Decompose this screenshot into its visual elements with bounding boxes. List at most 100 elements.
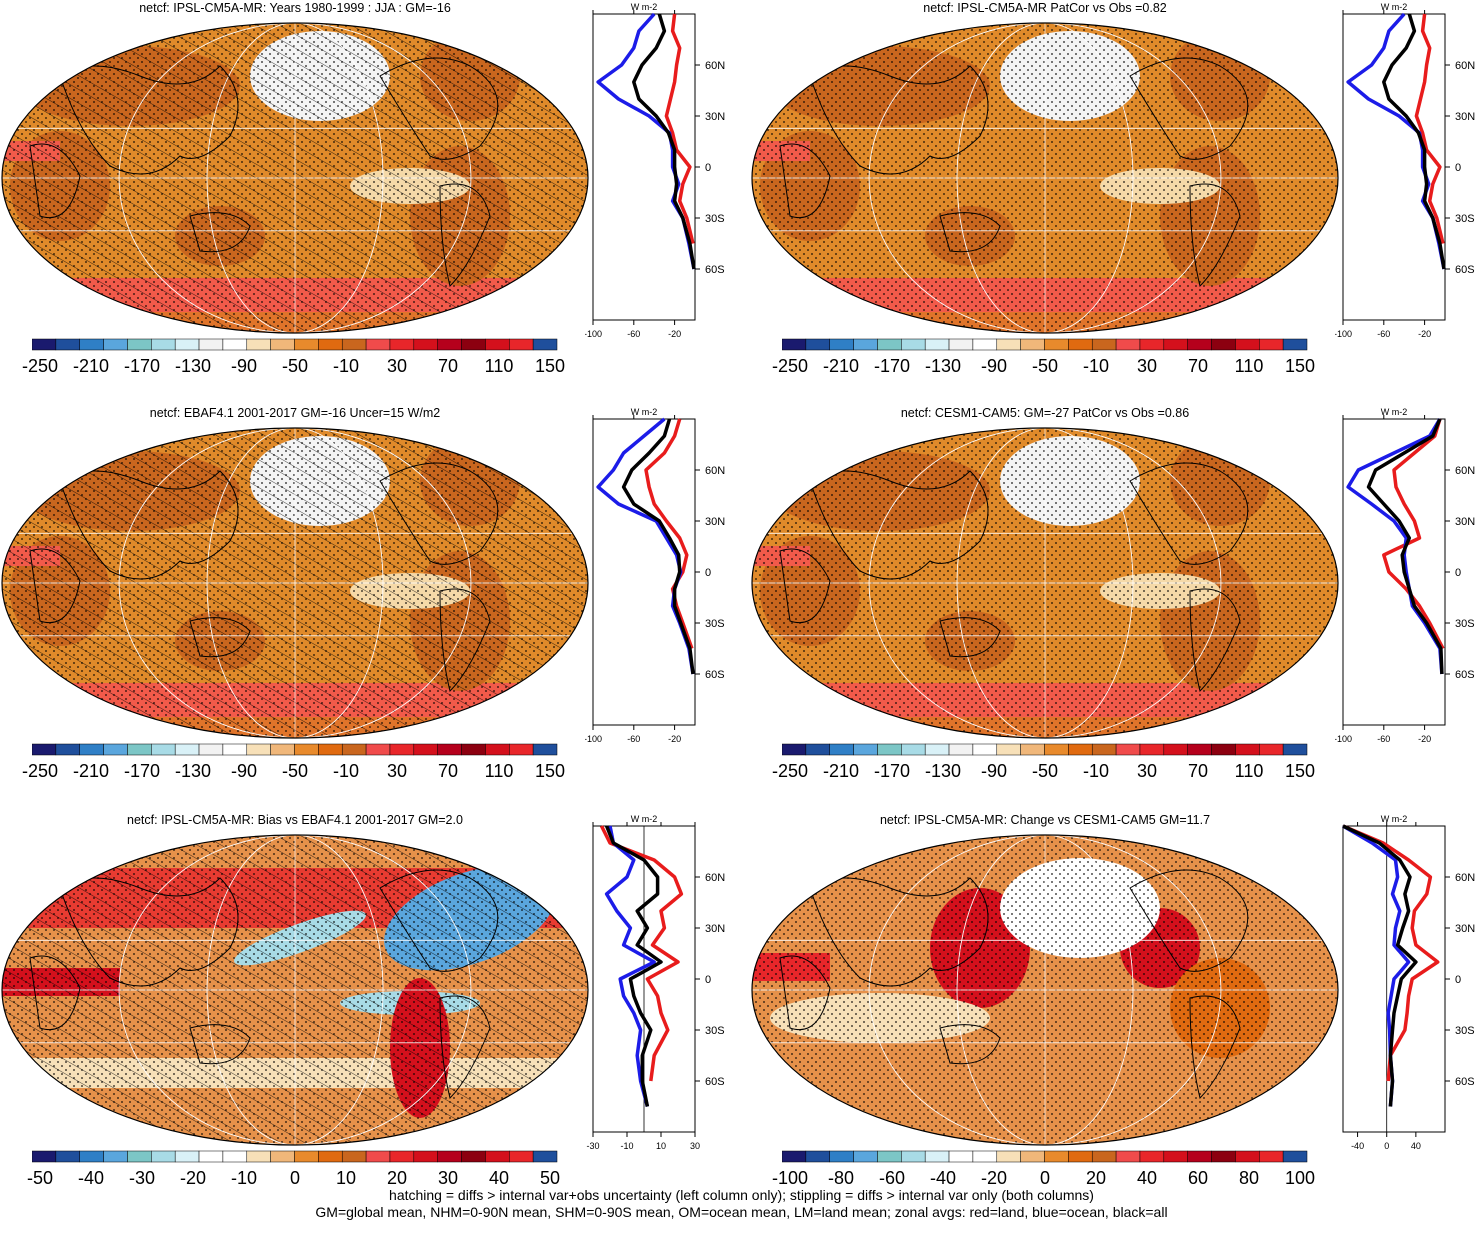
colorbar-tick-label: -90 bbox=[231, 356, 257, 377]
colorbar-swatch bbox=[199, 744, 223, 755]
colorbar-swatch bbox=[997, 744, 1021, 755]
zonal-x-tick-label: -30 bbox=[586, 1141, 599, 1151]
lat-tick-label: 60S bbox=[705, 264, 725, 276]
colorbar-tick-label: -250 bbox=[772, 356, 808, 377]
colorbar-swatch bbox=[318, 339, 342, 350]
colorbar-tick-label: -90 bbox=[981, 761, 1007, 782]
zonal-x-tick-label: -20 bbox=[1418, 329, 1431, 339]
lat-tick-label: 30S bbox=[1455, 213, 1475, 225]
colorbar-tick-label: -210 bbox=[73, 356, 109, 377]
colorbar-swatch bbox=[80, 1151, 104, 1162]
colorbar-svg bbox=[782, 743, 1310, 757]
zonal-x-tick-label: -20 bbox=[668, 734, 681, 744]
panel-p5: netcf: IPSL-CM5A-MR: Bias vs EBAF4.1 200… bbox=[0, 812, 740, 1217]
lat-tick-label: 0 bbox=[705, 162, 711, 174]
colorbar-tick-label: -130 bbox=[925, 761, 961, 782]
colorbar-tick-label: 0 bbox=[290, 1168, 300, 1189]
panel-p4: netcf: CESM1-CAM5: GM=-27 PatCor vs Obs … bbox=[750, 405, 1483, 810]
lat-tick-label: 60S bbox=[1455, 1076, 1475, 1088]
lat-tick-label: 60N bbox=[705, 872, 725, 884]
colorbar-swatch bbox=[1259, 339, 1283, 350]
colorbar-swatch bbox=[1045, 1151, 1069, 1162]
colorbar-tick-label: 110 bbox=[1235, 761, 1264, 782]
colorbar-swatch bbox=[1140, 1151, 1164, 1162]
colorbar-swatch bbox=[1092, 1151, 1116, 1162]
panel-p2: netcf: IPSL-CM5A-MR PatCor vs Obs =0.82 -… bbox=[750, 0, 1483, 405]
lat-tick-label: 0 bbox=[705, 567, 711, 579]
colorbar-swatch bbox=[342, 1151, 366, 1162]
colorbar-swatch bbox=[127, 744, 151, 755]
colorbar-swatch bbox=[1140, 339, 1164, 350]
panel-p6: netcf: IPSL-CM5A-MR: Change vs CESM1-CAM… bbox=[750, 812, 1483, 1217]
colorbar-swatch bbox=[438, 1151, 462, 1162]
colorbar-tick-label: 0 bbox=[1040, 1168, 1050, 1189]
colorbar-swatch bbox=[1259, 1151, 1283, 1162]
colorbar-swatch bbox=[295, 1151, 319, 1162]
colorbar-swatch bbox=[104, 1151, 128, 1162]
colorbar-tick-label: 100 bbox=[1285, 1168, 1315, 1189]
lat-tick-label: 30N bbox=[1455, 923, 1475, 935]
colorbar-tick-label: 150 bbox=[535, 761, 565, 782]
lat-tick-label: 30N bbox=[1455, 111, 1475, 123]
colorbar-swatch bbox=[438, 339, 462, 350]
lat-tick-label: 30N bbox=[705, 516, 725, 528]
map-svg bbox=[0, 828, 592, 1150]
panel-title: netcf: IPSL-CM5A-MR: Years 1980-1999 : J… bbox=[0, 0, 590, 16]
colorbar-tick-label: -100 bbox=[772, 1168, 808, 1189]
colorbar bbox=[32, 1150, 560, 1169]
zonal-unit-label: W m-2 bbox=[631, 814, 658, 824]
colorbar-swatch bbox=[414, 1151, 438, 1162]
colorbar-swatch bbox=[806, 339, 830, 350]
colorbar-swatch bbox=[1116, 744, 1140, 755]
colorbar-swatch bbox=[1092, 744, 1116, 755]
colorbar-swatch bbox=[462, 1151, 486, 1162]
colorbar-swatch bbox=[1140, 744, 1164, 755]
colorbar bbox=[32, 743, 560, 762]
map-svg bbox=[0, 421, 592, 743]
colorbar-swatch bbox=[877, 1151, 901, 1162]
lat-tick-label: 60N bbox=[1455, 465, 1475, 477]
colorbar-swatch bbox=[1068, 339, 1092, 350]
colorbar-swatch bbox=[1283, 744, 1307, 755]
colorbar-tick-label: -170 bbox=[124, 356, 160, 377]
colorbar-tick-label: -210 bbox=[823, 356, 859, 377]
colorbar-swatch bbox=[56, 744, 80, 755]
lat-tick-label: 60N bbox=[1455, 872, 1475, 884]
colorbar-tick-label: 30 bbox=[1137, 356, 1157, 377]
zonal-x-tick-label: 0 bbox=[1384, 1141, 1389, 1151]
colorbar-swatch bbox=[949, 744, 973, 755]
lat-tick-label: 60N bbox=[1455, 60, 1475, 72]
panel-title: netcf: IPSL-CM5A-MR PatCor vs Obs =0.82 bbox=[750, 0, 1340, 16]
colorbar-tick-label: -250 bbox=[22, 761, 58, 782]
colorbar-swatch bbox=[901, 744, 925, 755]
map-svg bbox=[750, 16, 1342, 338]
colorbar-swatch bbox=[1116, 339, 1140, 350]
colorbar-swatch bbox=[901, 339, 925, 350]
colorbar-swatch bbox=[80, 339, 104, 350]
colorbar-swatch bbox=[1259, 744, 1283, 755]
zonal-x-tick-label: -60 bbox=[1377, 734, 1390, 744]
colorbar-tick-label: -130 bbox=[175, 761, 211, 782]
colorbar-swatch bbox=[199, 1151, 223, 1162]
colorbar-swatch bbox=[318, 744, 342, 755]
zonal-x-tick-label: -60 bbox=[627, 734, 640, 744]
colorbar-swatch bbox=[151, 1151, 175, 1162]
colorbar-swatch bbox=[1045, 744, 1069, 755]
colorbar-swatch bbox=[56, 339, 80, 350]
colorbar bbox=[782, 1150, 1310, 1169]
lat-tick-label: 30S bbox=[705, 618, 725, 630]
colorbar-swatch bbox=[1283, 1151, 1307, 1162]
colorbar-swatch bbox=[390, 744, 414, 755]
zonal-x-tick-label: -60 bbox=[627, 329, 640, 339]
zonal-x-tick-label: -60 bbox=[1377, 329, 1390, 339]
colorbar-tick-label: -250 bbox=[22, 356, 58, 377]
colorbar-swatch bbox=[366, 744, 390, 755]
footer-line-1: hatching = diffs > internal var+obs unce… bbox=[0, 1187, 1483, 1204]
